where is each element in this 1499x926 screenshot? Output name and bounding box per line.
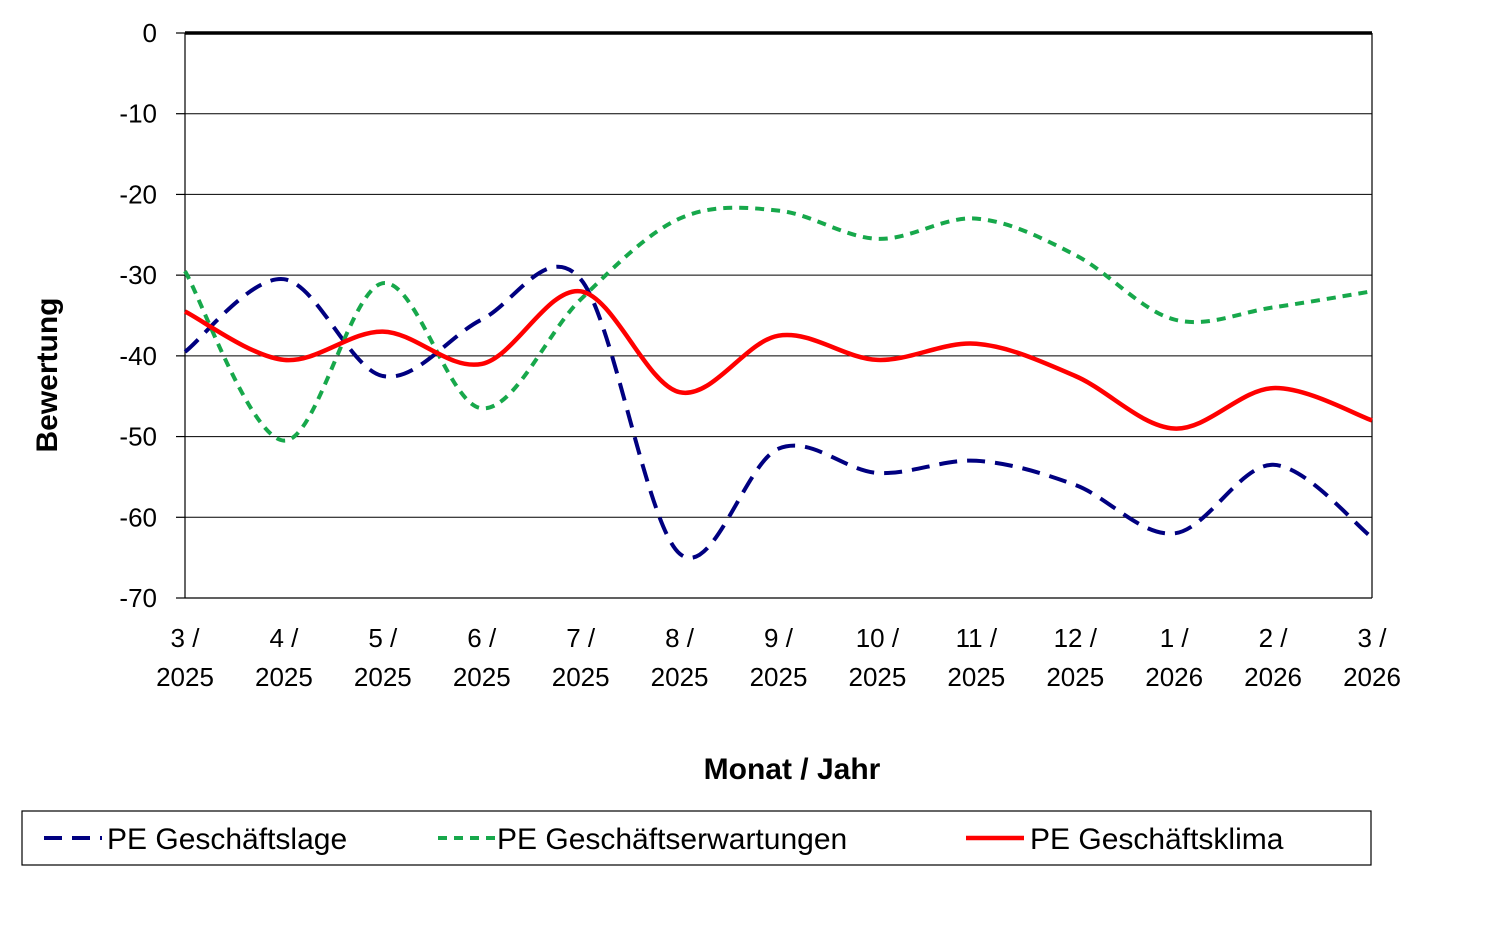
series-line-2 (183, 205, 1373, 443)
y-tick-label: -30 (119, 260, 157, 290)
y-tick-label: -70 (119, 583, 157, 613)
x-tick-labels: 3 /2025 4 /2025 5 /2025 6 /2025 7 /2025 8 /20… (156, 623, 1401, 692)
x-tick-label: 12 /2025 (1046, 623, 1104, 692)
y-tick-label: -10 (119, 99, 157, 129)
series-line-1 (183, 264, 1374, 560)
series-line-3 (183, 289, 1373, 431)
x-tick-label: 4 /2025 (255, 623, 313, 692)
y-tick-labels: 0 -10 -20 -30 -40 -50 -60 -70 (119, 18, 157, 613)
x-tick-label: 7 /2025 (552, 623, 610, 692)
legend-entries: PE Geschäftslage PE Geschäftserwartungen P… (44, 823, 1284, 856)
x-tick-label: 11 /2025 (947, 623, 1005, 692)
x-tick-label: 3 /2025 (156, 623, 214, 692)
x-tick-label: 3 /2026 (1343, 623, 1401, 692)
legend: PE Geschäftslage PE Geschäftserwartungen P… (21, 810, 1372, 866)
gridlines (185, 113, 1372, 518)
x-tick-label: 2 /2026 (1244, 623, 1302, 692)
x-tick-label: 6 /2025 (453, 623, 511, 692)
legend-box (21, 810, 1372, 866)
legend-label: PE Geschäftserwartungen (497, 823, 847, 856)
x-tick-label: 8 /2025 (651, 623, 709, 692)
legend-label: PE Geschäftsklima (1030, 823, 1284, 856)
y-tick-label: 0 (143, 18, 157, 48)
y-axis-title: Bewertung (31, 297, 64, 452)
axes (176, 32, 1373, 599)
y-tick-label: -40 (119, 341, 157, 371)
x-tick-label: 1 /2026 (1145, 623, 1203, 692)
x-tick-label: 9 /2025 (750, 623, 808, 692)
y-tick-label: -50 (119, 422, 157, 452)
y-tick-label: -20 (119, 179, 157, 209)
x-tick-label: 5 /2025 (354, 623, 412, 692)
y-tick-label: -60 (119, 502, 157, 532)
series-lines (183, 31, 1374, 560)
x-tick-label: 10 /2025 (848, 623, 906, 692)
legend-label: PE Geschäftslage (107, 823, 347, 856)
x-axis-title: Monat / Jahr (704, 753, 881, 786)
